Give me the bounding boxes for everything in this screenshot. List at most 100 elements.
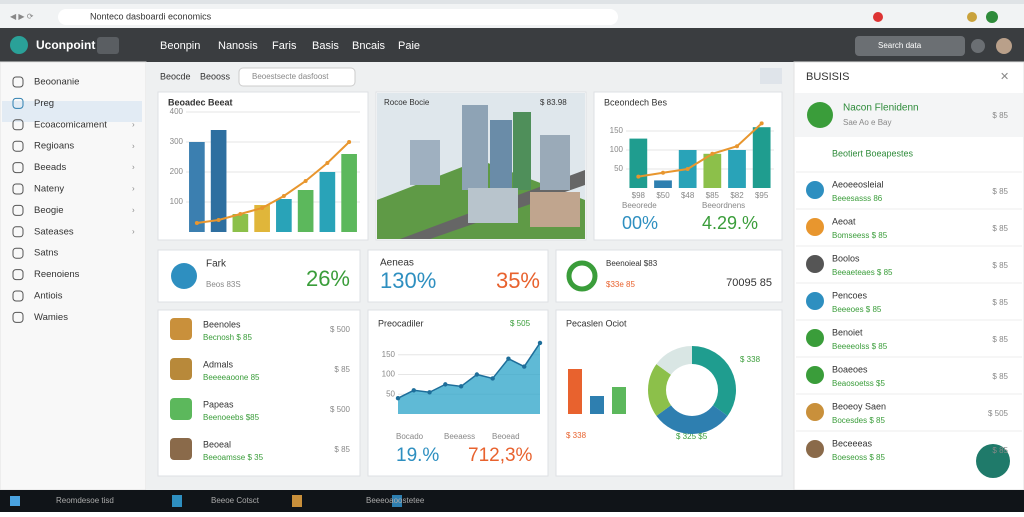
item-sub: Beeeoes $ 85 (832, 305, 882, 314)
bar (728, 150, 746, 188)
item-name[interactable]: Pencoes (832, 290, 868, 300)
item-icon (806, 218, 824, 236)
avatar[interactable] (996, 38, 1012, 54)
item-name[interactable]: Benoiet (832, 327, 863, 337)
item-name[interactable]: Aeoat (832, 216, 856, 226)
list-name: Papeas (203, 399, 234, 409)
kpi-label: Beenoieal $83 (606, 259, 658, 268)
kpi-label: Beeordnens (702, 201, 745, 210)
sidebar-item[interactable]: Beeads (34, 162, 66, 173)
point (443, 382, 448, 387)
task-icon[interactable] (292, 495, 302, 507)
nav-item[interactable]: Basis (312, 40, 339, 52)
list-icon (170, 398, 192, 420)
kpi-value: 712,3% (468, 445, 533, 466)
donut-card (555, 309, 783, 477)
item-icon (806, 292, 824, 310)
trend-point (759, 121, 764, 126)
close-button[interactable]: ✕ (1000, 71, 1009, 83)
item-value: $ 85 (992, 298, 1008, 307)
sidebar-item[interactable]: Reenoiens (34, 269, 80, 280)
mini-bar (590, 396, 604, 414)
collapse-button[interactable] (760, 68, 782, 84)
task-label[interactable]: Beeoe Cotsct (211, 496, 260, 505)
profile-avatar (807, 102, 833, 128)
section-title: Beotiert Boeapestes (832, 148, 914, 158)
start-button[interactable] (10, 496, 20, 506)
item-name[interactable]: Boaeoes (832, 364, 868, 374)
item-name[interactable]: Boolos (832, 253, 860, 263)
trend-point (260, 206, 265, 210)
item-icon (806, 329, 824, 347)
task-icon[interactable] (392, 495, 402, 507)
profile-name: Nacon Flenidenn (843, 103, 919, 114)
chat-button[interactable] (976, 444, 1010, 478)
bar (629, 138, 648, 188)
nav-arrows[interactable]: ◀ ▶ ⟳ (10, 12, 34, 21)
bar (210, 130, 227, 232)
y-tick-label: 150 (382, 350, 396, 359)
card-title: Rocoe Bocie (384, 98, 430, 107)
list-value: $ 85 (334, 365, 350, 374)
bar (319, 172, 336, 232)
tab[interactable]: Beooss (200, 71, 231, 81)
nav-item[interactable]: Faris (272, 40, 297, 52)
item-name[interactable]: Beoeoy Saen (832, 401, 886, 411)
trend-point (685, 167, 690, 171)
profile-icon[interactable] (986, 11, 998, 23)
url-box[interactable] (58, 9, 618, 25)
y-tick-label: 400 (170, 107, 184, 116)
task-icon[interactable] (172, 495, 182, 507)
sidebar-item[interactable]: Wamies (34, 312, 68, 323)
sidebar-item[interactable]: Sateases (34, 226, 74, 237)
nav-item[interactable]: Paie (398, 40, 420, 52)
ext-icon[interactable] (967, 12, 977, 22)
sidebar-item[interactable]: Nateny (34, 184, 64, 195)
chevron: › (132, 163, 135, 172)
y-tick-label: 100 (382, 370, 396, 379)
item-name[interactable]: Aeoeeosleial (832, 179, 884, 189)
search-box[interactable] (855, 36, 965, 56)
mini-label: $ 338 (566, 431, 587, 440)
filter: Beoestsecte dasfoost (252, 72, 329, 81)
item-value: $ 85 (992, 224, 1008, 233)
settings-icon[interactable] (971, 39, 985, 53)
bar (654, 180, 672, 188)
item-icon (806, 255, 824, 273)
sidebar-item[interactable]: Beogie (34, 205, 64, 216)
badge: $ 338 (740, 355, 761, 364)
brand: Uconpoint (36, 38, 95, 52)
building (530, 192, 580, 227)
tab[interactable]: Beocde (160, 71, 191, 81)
trend-point (238, 212, 243, 216)
bar (341, 154, 357, 232)
x-tick-label: $85 (706, 191, 720, 200)
filter-box[interactable] (238, 67, 356, 87)
panel-title: BUSISIS (806, 71, 849, 83)
trend-point (347, 140, 352, 144)
badge: $ 83.98 (540, 98, 567, 107)
sidebar-item[interactable]: Preg (34, 98, 54, 109)
sidebar-item[interactable]: Antiois (34, 291, 63, 302)
item-sub: Bocesdes $ 85 (832, 416, 885, 425)
sidebar-icon (12, 162, 24, 174)
item-name[interactable]: Beceeeas (832, 438, 873, 448)
sidebar-item[interactable]: Beoonanie (34, 77, 79, 88)
bar (254, 205, 270, 232)
sidebar-item[interactable]: Regioans (34, 141, 74, 152)
sidebar-item[interactable]: Satns (34, 248, 59, 259)
sidebar-item[interactable]: Ecoacomicament (34, 119, 107, 130)
x-tick-label: $95 (755, 191, 769, 200)
nav-item[interactable]: Bncais (352, 40, 386, 52)
task-label[interactable]: Reomdesoe tisd (56, 496, 114, 505)
chevron: › (132, 206, 135, 215)
ext-icon[interactable] (873, 12, 883, 22)
task-label[interactable]: Beeeoaoostetee (366, 496, 425, 505)
sidebar-icon (12, 311, 24, 323)
trend-point (325, 161, 330, 165)
menu-button[interactable] (97, 37, 119, 54)
nav-item[interactable]: Nanosis (218, 40, 258, 52)
x-label: Beeaess (444, 432, 475, 441)
nav-item[interactable]: Beonpin (160, 40, 200, 52)
